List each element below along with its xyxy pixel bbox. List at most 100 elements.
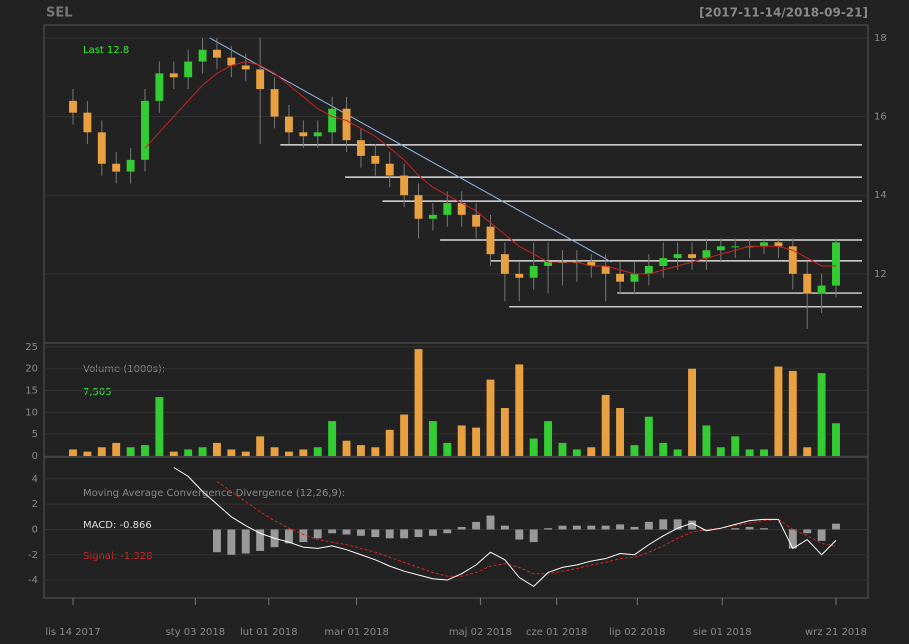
volume-bar [601,394,610,456]
macd-histogram [400,529,409,539]
y-tick-label: 18 [874,33,887,44]
candle-body [400,175,409,196]
candle-body [544,262,553,266]
volume-bar [169,451,178,456]
candle-body [630,273,639,282]
macd-histogram [702,529,711,531]
macd-histogram [644,521,653,530]
volume-bar [832,423,840,456]
candle-body [385,163,394,176]
y-tick-label: 0 [32,451,38,462]
y-tick-label: 25 [25,342,38,353]
macd-histogram [227,529,236,555]
y-tick-label: 14 [874,190,887,201]
macd-histogram [414,529,423,538]
macd-histogram [299,529,308,543]
macd-histogram [688,520,696,530]
volume-bar [803,447,812,456]
y-tick-label: 10 [25,407,38,418]
volume-bar [126,447,135,456]
candle-body [486,226,495,255]
volume-bar [342,440,351,456]
volume-bar [745,449,754,456]
x-tick-label: sty 03 2018 [166,627,226,638]
candle-body [457,203,466,215]
volume-bar [457,425,466,456]
candle-body [155,73,164,101]
volume-bar [256,436,265,456]
x-tick-label: lis 14 2017 [45,627,100,638]
volume-bar [141,445,149,456]
volume-bar [414,349,423,456]
candle-body [414,195,423,219]
macd-histogram [385,529,394,539]
candle-body [731,246,740,248]
macd-histogram [284,529,293,544]
volume-bar [630,445,639,456]
volume-bar [572,449,581,456]
candle-body [443,203,452,215]
macd-histogram [457,526,466,530]
candle-body [169,73,178,78]
macd-histogram [803,529,812,534]
candle-body [213,49,221,58]
macd-histogram [558,525,567,530]
candle-body [803,273,812,294]
candle-body [832,242,840,286]
signal-value: Signal: -1.328 [83,551,153,562]
volume-bar [472,427,481,456]
macd-histogram [659,519,668,530]
macd-histogram [760,528,768,530]
macd-histogram [328,529,337,534]
moving-average [144,61,836,275]
candle-body [299,132,308,137]
candle-body [83,112,92,133]
macd-histogram [515,529,524,540]
volume-bar [385,429,394,456]
macd-histogram [601,525,610,530]
macd-histogram [630,526,639,530]
last-price: Last 12.8 [83,45,129,56]
volume-bar [702,425,711,456]
volume-bar [760,449,768,456]
candle-body [97,132,106,164]
macd-line [173,467,837,587]
volume-bar [299,449,308,456]
volume-bar [112,442,121,456]
macd-histogram [500,525,509,530]
plot-frame [43,24,869,599]
volume-label: Volume (1000s): [83,364,165,375]
x-tick-label: maj 02 2018 [449,627,512,638]
volume-bar [241,451,250,456]
macd-histogram [371,529,380,538]
y-tick-label: 20 [25,364,38,375]
volume-bar [97,447,106,456]
macd-histogram [544,528,553,530]
candle-body [500,254,509,274]
volume-bar [616,408,625,456]
macd-histogram [313,529,322,539]
macd-histogram [356,529,365,536]
volume-bar [486,379,495,456]
macd-value: MACD: -0.866 [83,520,152,531]
candle-body [69,100,77,113]
candle-body [716,246,725,251]
candle-body [702,250,711,259]
volume-bar [270,447,279,456]
macd-histogram [745,526,754,530]
y-tick-label: 16 [874,112,887,123]
macd-histogram [241,529,250,554]
macd-histogram [443,529,452,534]
volume-bar [515,364,524,456]
candle-body [241,65,250,70]
macd-histogram [428,529,437,536]
volume-bar [227,449,236,456]
macd-histogram [472,521,481,530]
volume-bar [659,442,668,456]
candle-body [788,246,797,274]
candle-body [472,214,481,227]
volume-bar [198,447,207,456]
volume-bar [688,368,696,456]
volume-bar [716,447,725,456]
volume-bar [328,421,337,456]
